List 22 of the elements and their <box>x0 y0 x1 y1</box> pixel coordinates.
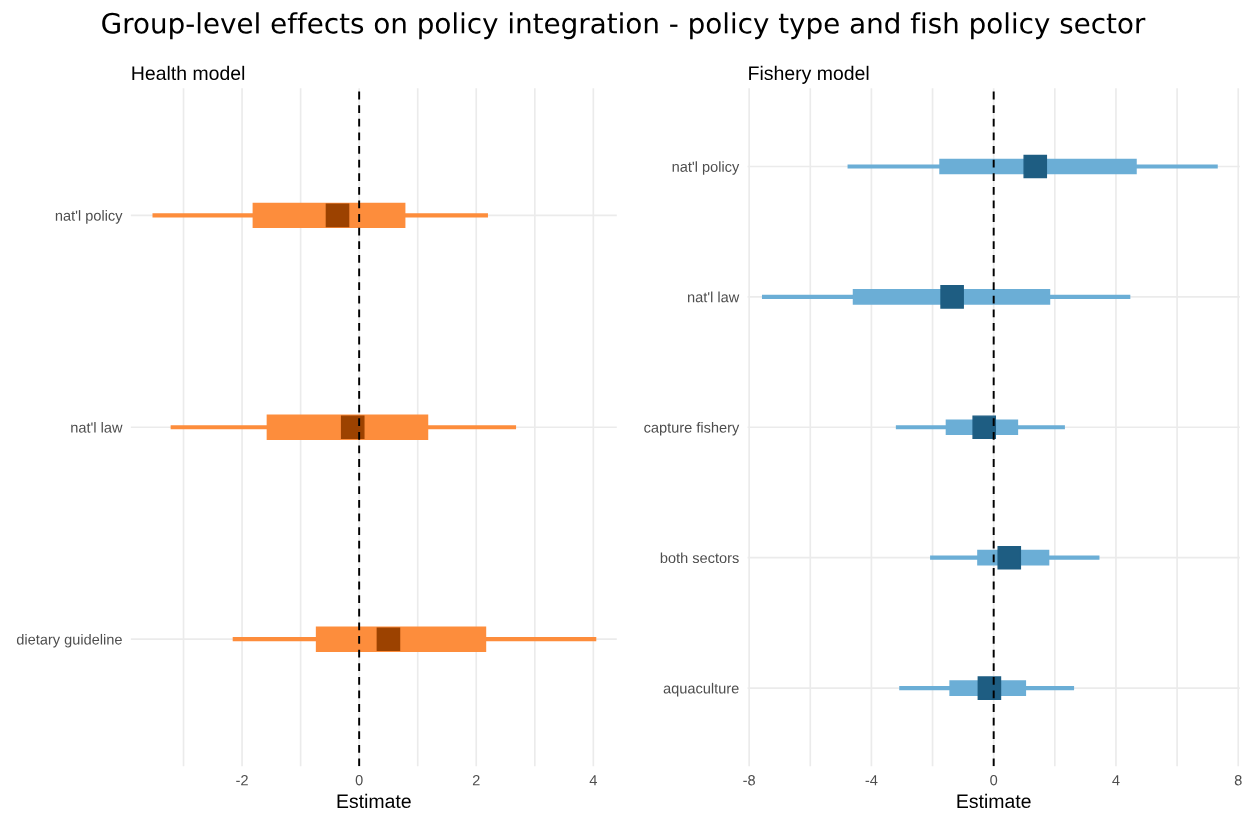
y-tick-label: nat'l law <box>71 422 123 433</box>
x-tick-label: 0 <box>355 775 363 786</box>
x-tick-label: 8 <box>1234 775 1242 786</box>
y-tick-label: nat'l law <box>688 291 740 303</box>
x-axis-title: Estimate <box>957 793 1031 809</box>
y-tick-label: capture fishery <box>644 422 740 436</box>
x-tick-label: -2 <box>236 775 248 786</box>
chart-subtitle: Health model <box>132 65 245 81</box>
chart-subtitle: Fishery model <box>749 65 869 84</box>
x-axis-title: Estimate <box>337 793 411 809</box>
y-tick-label: nat'l policy <box>672 161 740 175</box>
x-tick-label: -4 <box>865 775 878 786</box>
y-tick-label: nat'l policy <box>55 210 123 224</box>
y-tick-label: aquaculture <box>663 682 739 697</box>
x-tick-label: 0 <box>990 775 998 786</box>
chart-title: Group-level effects on policy integration - policy type and fish policy sector <box>102 12 1146 40</box>
y-tick-label: both sectors <box>660 552 739 564</box>
y-tick-label: dietary guideline <box>16 633 122 648</box>
x-tick-label: 2 <box>472 775 480 786</box>
x-tick-label: 4 <box>1112 775 1120 786</box>
x-tick-label: 4 <box>589 775 597 786</box>
x-tick-label: -8 <box>743 775 755 786</box>
